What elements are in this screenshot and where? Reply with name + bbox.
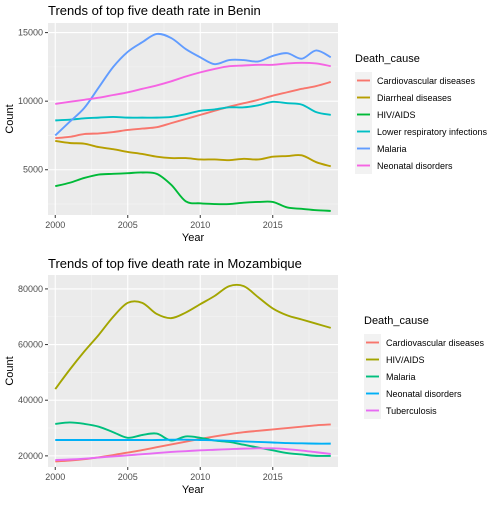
y-tick-label: 20000 <box>18 451 43 461</box>
legend-label: Malaria <box>377 144 407 154</box>
y-tick-label: 60000 <box>18 340 43 350</box>
legend-label: Neonatal disorders <box>386 389 462 399</box>
y-tick-label: 5000 <box>23 165 43 175</box>
x-axis-label: Year <box>182 484 205 496</box>
series-line-2 <box>55 421 331 457</box>
plot-panel <box>48 23 338 215</box>
series-line-1 <box>55 139 332 168</box>
legend-title: Death_cause <box>364 315 429 327</box>
legend-label: Tuberculosis <box>386 406 437 416</box>
chart-title: Trends of top five death rate in Mozambi… <box>48 256 302 271</box>
y-axis-label: Count <box>4 104 16 133</box>
x-tick-label: 2015 <box>263 472 283 482</box>
x-tick-label: 2015 <box>263 220 283 230</box>
legend-label: HIV/AIDS <box>386 355 425 365</box>
legend-label: HIV/AIDS <box>377 110 416 120</box>
x-tick-label: 2000 <box>45 472 65 482</box>
legend: Death_cause Cardiovascular diseases Diarrh… <box>355 53 488 174</box>
plot-panel <box>48 275 338 467</box>
series-line-5 <box>55 61 331 105</box>
x-tick-label: 2005 <box>118 472 138 482</box>
legend-title: Death_cause <box>355 53 420 65</box>
panel-0: Trends of top five death rate in Benin 50… <box>4 3 488 244</box>
series-line-0 <box>55 81 332 140</box>
panel-1: Trends of top five death rate in Mozambi… <box>4 256 485 496</box>
legend-label: Diarrheal diseases <box>377 93 452 103</box>
y-tick-label: 40000 <box>18 395 43 405</box>
x-tick-label: 2000 <box>45 220 65 230</box>
series-line-2 <box>55 171 331 212</box>
legend-label: Malaria <box>386 372 416 382</box>
y-tick-label: 15000 <box>18 28 43 38</box>
series-line-1 <box>54 283 332 390</box>
y-axis-label: Count <box>4 356 16 385</box>
legend-label: Lower respiratory infections <box>377 127 488 137</box>
series-line-4 <box>54 32 332 137</box>
series-line-3 <box>55 438 331 445</box>
chart-title: Trends of top five death rate in Benin <box>48 3 261 18</box>
y-tick-label: 80000 <box>18 284 43 294</box>
series-line-4 <box>55 447 331 461</box>
series-line-3 <box>55 100 331 122</box>
x-tick-label: 2005 <box>118 220 138 230</box>
y-tick-label: 10000 <box>18 96 43 106</box>
x-tick-label: 2010 <box>190 220 210 230</box>
legend-label: Neonatal disorders <box>377 161 453 171</box>
legend-label: Cardiovascular diseases <box>377 76 476 86</box>
legend-label: Cardiovascular diseases <box>386 338 485 348</box>
legend: Death_cause Cardiovascular diseases HIV/AI… <box>364 315 485 419</box>
x-tick-label: 2010 <box>190 472 210 482</box>
x-axis-label: Year <box>182 232 205 244</box>
